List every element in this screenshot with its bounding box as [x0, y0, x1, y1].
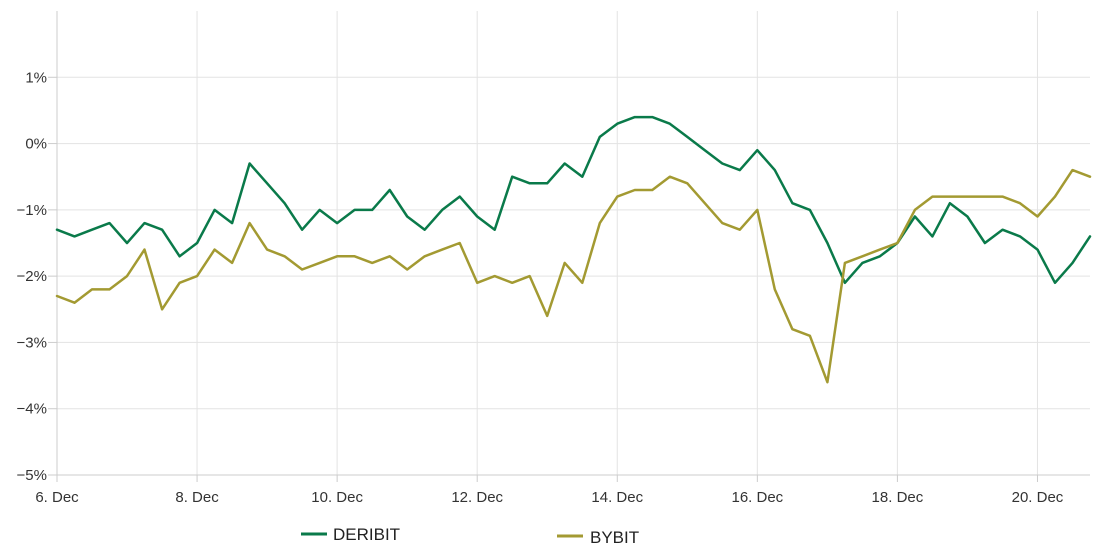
legend: DERIBIT BYBIT — [301, 525, 639, 547]
x-tick-label: 16. Dec — [731, 489, 783, 506]
legend-label-deribit: DERIBIT — [333, 525, 400, 544]
y-tick-label: 1% — [25, 69, 47, 86]
y-tick-label: −2% — [17, 268, 47, 285]
y-tick-label: 0% — [25, 136, 47, 153]
y-tick-label: −4% — [17, 401, 47, 418]
x-tick-label: 20. Dec — [1012, 489, 1064, 506]
series-line-deribit[interactable] — [55, 115, 1092, 285]
series-line-bybit[interactable] — [55, 168, 1092, 384]
x-tick-label: 18. Dec — [872, 489, 924, 506]
x-tick-label: 14. Dec — [591, 489, 643, 506]
axes: 6. Dec 8. Dec 10. Dec 12. Dec 14. Dec 16. Dec… — [17, 11, 1090, 506]
x-tick-label: 12. Dec — [451, 489, 503, 506]
legend-item-bybit[interactable]: BYBIT — [557, 528, 639, 547]
x-tick-label: 6. Dec — [35, 489, 79, 506]
x-tick-label: 10. Dec — [311, 489, 363, 506]
legend-label-bybit: BYBIT — [590, 528, 639, 547]
grid — [56, 11, 1090, 476]
legend-item-deribit[interactable]: DERIBIT — [301, 525, 400, 544]
x-tick-label: 8. Dec — [175, 489, 219, 506]
y-tick-label: −1% — [17, 202, 47, 219]
series — [55, 115, 1092, 384]
y-tick-label: −3% — [17, 334, 47, 351]
y-tick-label: −5% — [17, 467, 47, 484]
